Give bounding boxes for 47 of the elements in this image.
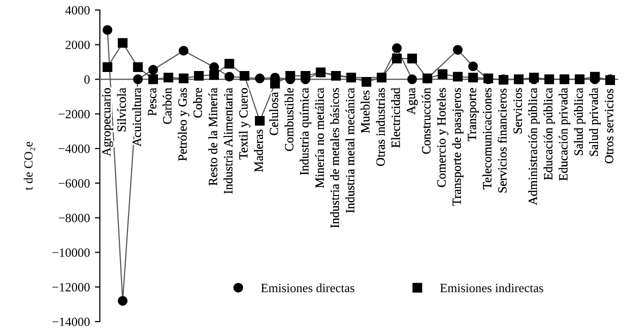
x-tick-label: Industria Alimentaria <box>224 88 232 194</box>
x-tick-label: Cobre <box>193 88 202 118</box>
x-tick-label: Acuicultura <box>132 88 142 146</box>
x-tick-label: Pesca <box>148 88 156 116</box>
x-tick-label: Otros servicios <box>604 88 614 164</box>
y-tick-label: −14000 <box>52 318 90 326</box>
x-tick-label: Servicios <box>513 88 522 134</box>
x-tick-label: Electricidad <box>391 88 400 148</box>
x-tick-label: Industria metal mecánica <box>346 88 354 213</box>
x-tick-label: Educación pública <box>544 88 555 180</box>
x-tick-label: Minería no metálica <box>315 88 324 188</box>
x-tick-label: Carbón <box>162 88 172 124</box>
y-tick-label: −8000 <box>58 214 90 222</box>
x-tick-label: Agua <box>406 88 418 115</box>
x-tick-label: Muebles <box>360 90 370 133</box>
x-tick-label: Transporte <box>468 88 479 142</box>
x-tick-label: Industria química <box>300 88 312 175</box>
y-tick-label: 2000 <box>66 40 90 50</box>
x-tick-label: Petróleo y Gas <box>178 88 190 161</box>
x-tick-label: Educación privada <box>558 88 570 181</box>
y-tick-label: 4000 <box>65 6 90 15</box>
x-tick-label: Salud privada <box>589 88 601 156</box>
legend-label: Emisiones indirectas <box>440 283 544 292</box>
y-tick-label: −6000 <box>58 179 90 188</box>
y-tick-label: −4000 <box>58 144 90 153</box>
y-tick-label: −10000 <box>52 248 90 257</box>
x-tick-label: Transporte de pasajeros <box>452 88 464 206</box>
legend-label: Emisiones directas <box>261 283 354 292</box>
x-tick-label: Industria de metales básicos <box>330 88 340 228</box>
y-axis-title: t de CO₂e <box>24 142 36 190</box>
x-tick-label: Telecomunicaciones <box>482 88 492 190</box>
x-tick-label: Silvícola <box>117 88 126 132</box>
y-tick-label: 0 <box>84 75 90 84</box>
x-tick-label: Combustible <box>284 88 294 151</box>
x-tick-label: Textil y Cuero <box>238 88 250 160</box>
x-tick-label: Servicios financieros <box>498 88 507 192</box>
x-tick-label: Comercio y Hoteles <box>436 88 448 188</box>
x-tick-label: Administración pública <box>528 88 540 206</box>
x-tick-label: Maderas <box>254 130 263 172</box>
y-tick-label: −2000 <box>58 110 90 118</box>
x-tick-label: Celulosa <box>269 92 278 136</box>
x-tick-label: Agropecuario <box>102 88 114 156</box>
x-tick-label: Construcción <box>422 88 430 154</box>
x-tick-label: Otras industrias <box>376 88 385 166</box>
x-tick-label: Salud pública <box>574 88 586 156</box>
x-tick-label: Resto de la Minería <box>208 88 218 186</box>
y-tick-label: −12000 <box>52 283 90 292</box>
